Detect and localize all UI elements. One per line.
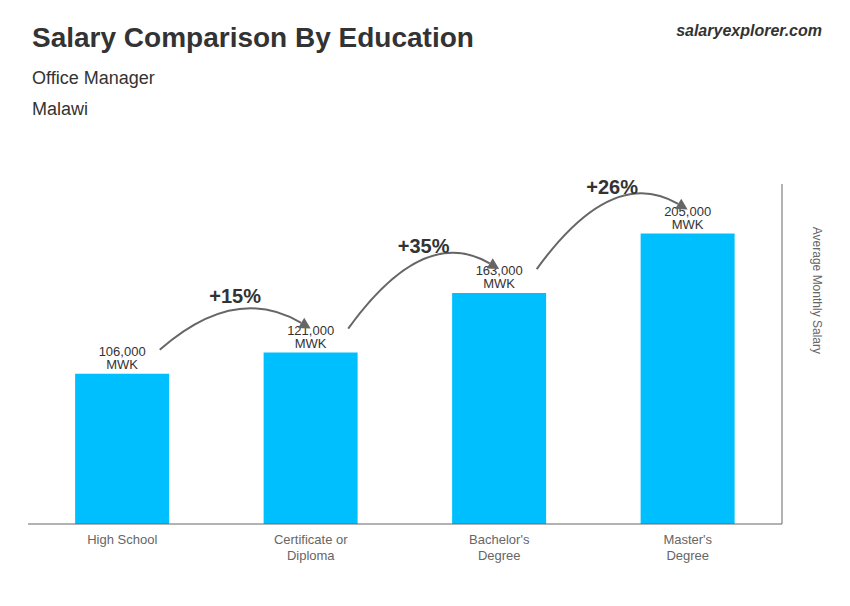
html-text:Malawi: Malawi	[32, 99, 88, 119]
svg-text:Certificate orDiploma: Certificate orDiploma	[274, 532, 348, 563]
html-text:Office Manager: Office Manager	[32, 68, 155, 88]
svg-text:+15%: +15%	[209, 285, 261, 307]
svg-text:High School: High School	[87, 532, 157, 547]
svg-text:106,000MWK: 106,000MWK	[99, 344, 146, 372]
svg-text:+26%: +26%	[586, 176, 638, 198]
svg-text:163,000MWK: 163,000MWK	[476, 263, 523, 291]
svg-text:Average Monthly Salary: Average Monthly Salary	[810, 227, 824, 354]
svg-text:121,000MWK: 121,000MWK	[287, 323, 334, 351]
svg-text:205,000MWK: 205,000MWK	[664, 204, 711, 232]
svg-text:Bachelor'sDegree: Bachelor'sDegree	[469, 532, 530, 563]
html-text:salaryexplorer.com: salaryexplorer.com	[676, 22, 822, 39]
svg-text:+35%: +35%	[398, 235, 450, 257]
html-text:Salary Comparison By Education: Salary Comparison By Education	[32, 22, 474, 53]
svg-text:Master'sDegree: Master'sDegree	[663, 532, 712, 563]
